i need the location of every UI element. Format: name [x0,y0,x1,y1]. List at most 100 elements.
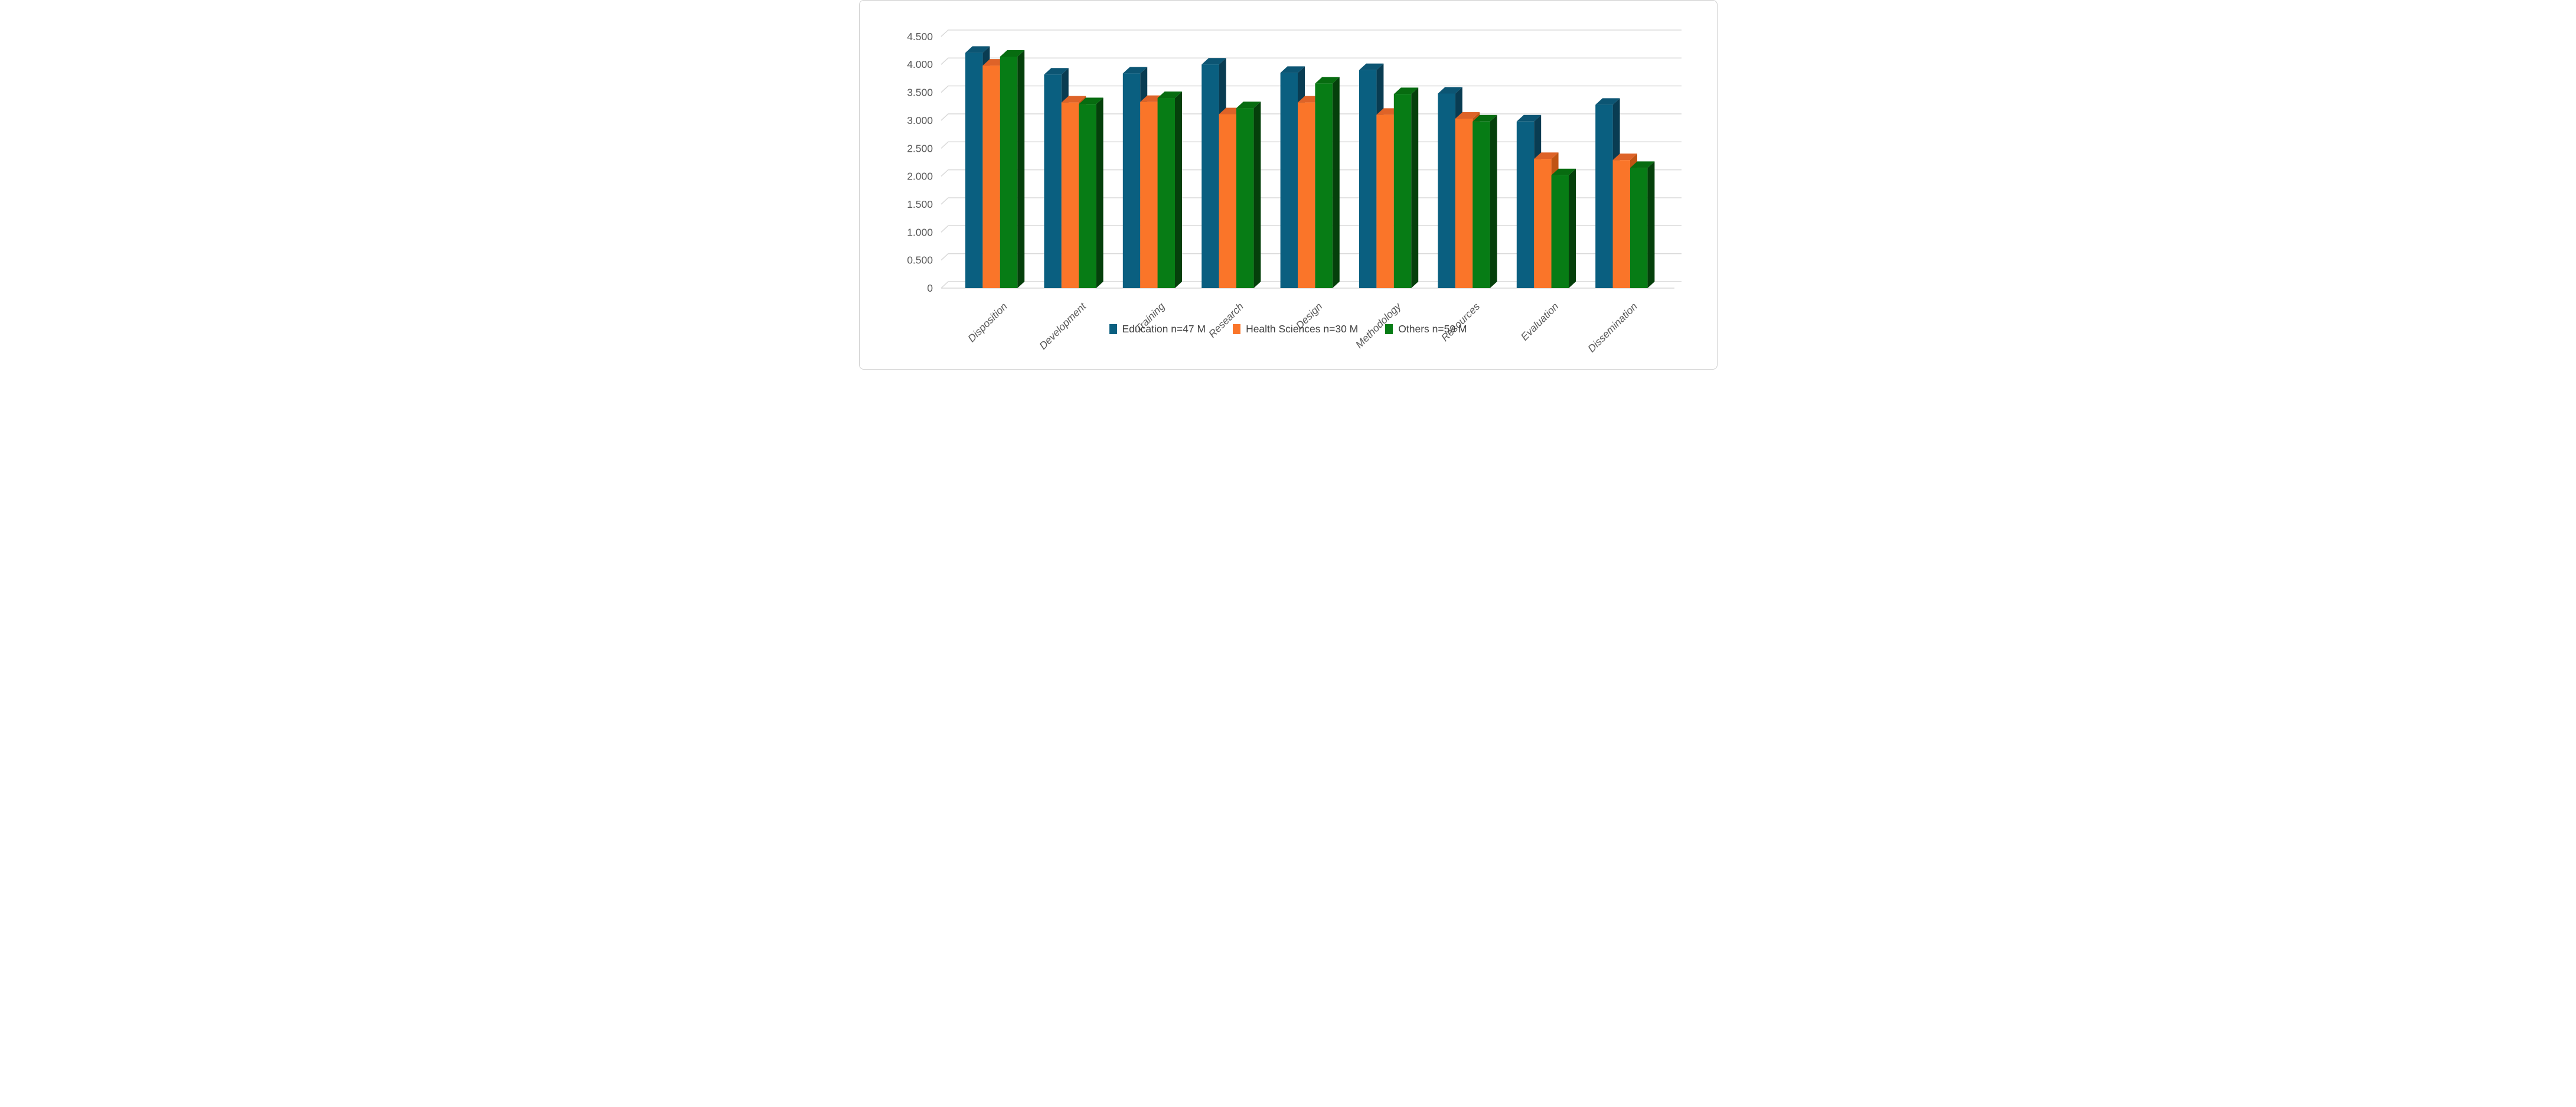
chart-figure: 0 0.500 1.000 1.500 2.000 2.500 3.000 3.500 4.00… [858,0,1718,370]
bar-front-face [1061,102,1079,288]
gridline [940,141,1682,149]
bar-others-evaluation [1551,168,1576,288]
bar-top-face [1630,161,1654,168]
bar-top-face [1516,115,1541,122]
legend-label: Others n=59 M [1398,323,1467,335]
y-axis-tick-label: 4.000 [907,58,933,70]
bar-front-face [1472,121,1490,288]
y-axis-tick-label: 2.000 [907,171,933,182]
bar-top-face [1043,68,1069,75]
gridline [940,30,1682,37]
bar-front-face [1359,70,1376,289]
bar-top-face [1314,77,1340,84]
bar-others-training [1157,92,1182,288]
legend-swatch [1233,324,1241,334]
legend-label: Education n=47 M [1122,323,1206,335]
bar-front-face [1297,102,1315,288]
y-axis-tick-label: 4.500 [907,31,933,43]
bar-top-face [1551,168,1576,175]
bar-front-face [1376,115,1394,288]
y-axis-tick-label: 1.500 [907,198,933,210]
legend-item: Others n=59 M [1385,323,1467,335]
gridline [940,113,1682,121]
bar-side-face [1174,92,1182,288]
bar-front-face [1314,83,1333,288]
bar-top-face [1393,87,1418,94]
y-axis-tick-label: 1.000 [907,226,933,238]
bar-side-face [1332,77,1340,288]
bar-front-face [1455,119,1473,288]
bar-front-face [1393,94,1411,289]
bar-others-disposition [1000,50,1024,288]
bar-top-face [1472,115,1497,122]
gridline [940,197,1682,205]
bar-side-face [1017,50,1024,288]
bar-side-face [1490,115,1497,288]
bar-side-face [1647,161,1654,288]
bar-front-face [1280,73,1298,288]
bar-front-face [1157,98,1175,288]
bar-others-development [1078,97,1103,288]
bar-top-face [1122,67,1147,74]
chart-legend: Education n=47 M Health Sciences n=30 M Ot… [860,323,1717,335]
y-axis-tick-label: 0 [927,282,933,294]
bar-front-face [1533,159,1552,288]
gridline [940,253,1682,261]
bar-top-face [1157,92,1182,99]
bar-top-face [1359,63,1383,70]
bar-others-dissemination [1630,161,1654,288]
bar-front-face [1078,104,1096,288]
bar-side-face [1411,87,1418,289]
bar-top-face [1280,66,1305,73]
bar-front-face [1551,175,1569,288]
y-axis-tick-label: 3.500 [907,87,933,99]
bar-front-face [1437,93,1455,288]
x-axis-category-label: Resources [1438,301,1481,344]
bar-front-face [1122,73,1140,289]
bar-top-face [1201,58,1226,65]
bar-side-face [1568,168,1576,288]
bar-front-face [1000,56,1017,288]
y-axis-tick-label: 3.000 [907,115,933,126]
bar-front-face [1219,114,1236,288]
gridline [940,57,1682,65]
gridline [940,225,1682,233]
bar-side-face [1253,102,1261,289]
gridline [940,85,1682,93]
legend-swatch [1109,324,1117,334]
bar-front-face [1630,168,1647,288]
bar-front-face [1612,160,1630,288]
bar-chart-canvas: 0 0.500 1.000 1.500 2.000 2.500 3.000 3.500 4.00… [907,30,1682,355]
bar-others-research [1236,102,1261,289]
bar-front-face [965,53,982,289]
bar-top-face [1236,102,1261,109]
bar-front-face [1043,74,1062,288]
bar-front-face [1516,121,1534,288]
bar-top-face [1533,152,1559,159]
legend-item: Health Sciences n=30 M [1233,323,1358,335]
gridline [940,281,1682,289]
bar-others-methodology [1393,87,1418,289]
legend-label: Health Sciences n=30 M [1246,323,1359,335]
legend-item: Education n=47 M [1109,323,1206,335]
gridline [940,169,1682,177]
bar-top-face [1437,87,1462,94]
x-axis-category-label: Evaluation [1518,301,1560,343]
bar-top-face [1061,96,1086,103]
bar-top-face [1455,112,1480,119]
legend-swatch [1385,324,1393,334]
bar-side-face [1096,97,1103,288]
bar-front-face [1201,64,1219,288]
bar-others-resources [1472,115,1497,288]
bar-others-design [1314,77,1340,288]
bar-top-face [1595,98,1620,105]
bar-top-face [965,46,990,53]
bar-top-face [1000,50,1024,57]
bar-top-face [1612,154,1637,161]
bar-top-face [1078,97,1103,105]
bar-front-face [1236,108,1253,289]
bar-front-face [982,66,1000,289]
y-axis-tick-label: 0.500 [907,254,933,266]
bar-front-face [1140,102,1158,289]
y-axis-tick-label: 2.500 [907,142,933,154]
